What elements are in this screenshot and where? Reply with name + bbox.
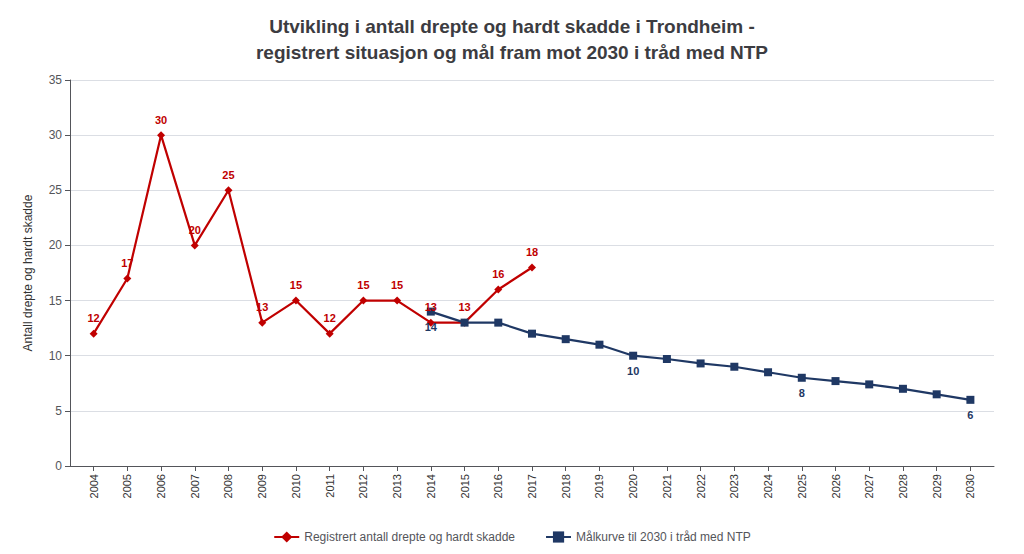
svg-text:registrert situasjon og mål fr: registrert situasjon og mål fram mot 203… bbox=[256, 42, 768, 63]
svg-text:16: 16 bbox=[492, 268, 504, 280]
svg-text:30: 30 bbox=[49, 128, 63, 142]
svg-text:8: 8 bbox=[799, 387, 805, 399]
svg-text:2022: 2022 bbox=[695, 474, 707, 498]
svg-text:2004: 2004 bbox=[88, 474, 100, 498]
svg-text:Registrert antall drepte og ha: Registrert antall drepte og hardt skadde bbox=[304, 530, 515, 544]
svg-text:15: 15 bbox=[290, 279, 302, 291]
svg-text:15: 15 bbox=[391, 279, 403, 291]
svg-text:Antall drepte og hardt skadde: Antall drepte og hardt skadde bbox=[21, 194, 35, 351]
svg-text:2024: 2024 bbox=[762, 474, 774, 498]
svg-text:2027: 2027 bbox=[863, 474, 875, 498]
svg-text:2021: 2021 bbox=[661, 474, 673, 498]
svg-text:2011: 2011 bbox=[324, 474, 336, 498]
svg-text:Målkurve til 2030 i tråd med N: Målkurve til 2030 i tråd med NTP bbox=[576, 530, 751, 544]
svg-text:6: 6 bbox=[967, 409, 973, 421]
svg-text:17: 17 bbox=[121, 257, 133, 269]
svg-text:25: 25 bbox=[49, 183, 63, 197]
svg-text:2005: 2005 bbox=[121, 474, 133, 498]
svg-text:2030: 2030 bbox=[964, 474, 976, 498]
svg-text:2017: 2017 bbox=[526, 474, 538, 498]
svg-text:15: 15 bbox=[357, 279, 369, 291]
svg-text:2028: 2028 bbox=[897, 474, 909, 498]
svg-text:5: 5 bbox=[55, 404, 62, 418]
svg-text:10: 10 bbox=[627, 365, 639, 377]
svg-text:12: 12 bbox=[324, 312, 336, 324]
svg-text:2020: 2020 bbox=[627, 474, 639, 498]
svg-text:13: 13 bbox=[256, 301, 268, 313]
svg-text:2014: 2014 bbox=[425, 474, 437, 498]
svg-text:30: 30 bbox=[155, 114, 167, 126]
svg-text:2026: 2026 bbox=[830, 474, 842, 498]
svg-text:20: 20 bbox=[49, 238, 63, 252]
svg-text:13: 13 bbox=[425, 301, 437, 313]
svg-text:12: 12 bbox=[87, 312, 99, 324]
svg-text:Utvikling i antall drepte og h: Utvikling i antall drepte og hardt skadd… bbox=[269, 16, 755, 37]
svg-text:13: 13 bbox=[458, 301, 470, 313]
svg-text:2025: 2025 bbox=[796, 474, 808, 498]
svg-text:0: 0 bbox=[55, 459, 62, 473]
svg-text:2013: 2013 bbox=[391, 474, 403, 498]
svg-text:18: 18 bbox=[526, 246, 538, 258]
svg-text:2006: 2006 bbox=[155, 474, 167, 498]
svg-text:15: 15 bbox=[49, 294, 63, 308]
svg-text:2010: 2010 bbox=[290, 474, 302, 498]
svg-text:10: 10 bbox=[49, 349, 63, 363]
svg-text:2016: 2016 bbox=[492, 474, 504, 498]
svg-text:2019: 2019 bbox=[593, 474, 605, 498]
svg-text:20: 20 bbox=[189, 224, 201, 236]
svg-text:2029: 2029 bbox=[931, 474, 943, 498]
svg-text:35: 35 bbox=[49, 73, 63, 87]
svg-text:2008: 2008 bbox=[222, 474, 234, 498]
svg-text:14: 14 bbox=[425, 321, 438, 333]
svg-text:2007: 2007 bbox=[189, 474, 201, 498]
svg-text:25: 25 bbox=[222, 169, 234, 181]
svg-text:2023: 2023 bbox=[728, 474, 740, 498]
svg-text:2012: 2012 bbox=[357, 474, 369, 498]
svg-text:2018: 2018 bbox=[560, 474, 572, 498]
svg-text:2015: 2015 bbox=[459, 474, 471, 498]
svg-text:2009: 2009 bbox=[256, 474, 268, 498]
